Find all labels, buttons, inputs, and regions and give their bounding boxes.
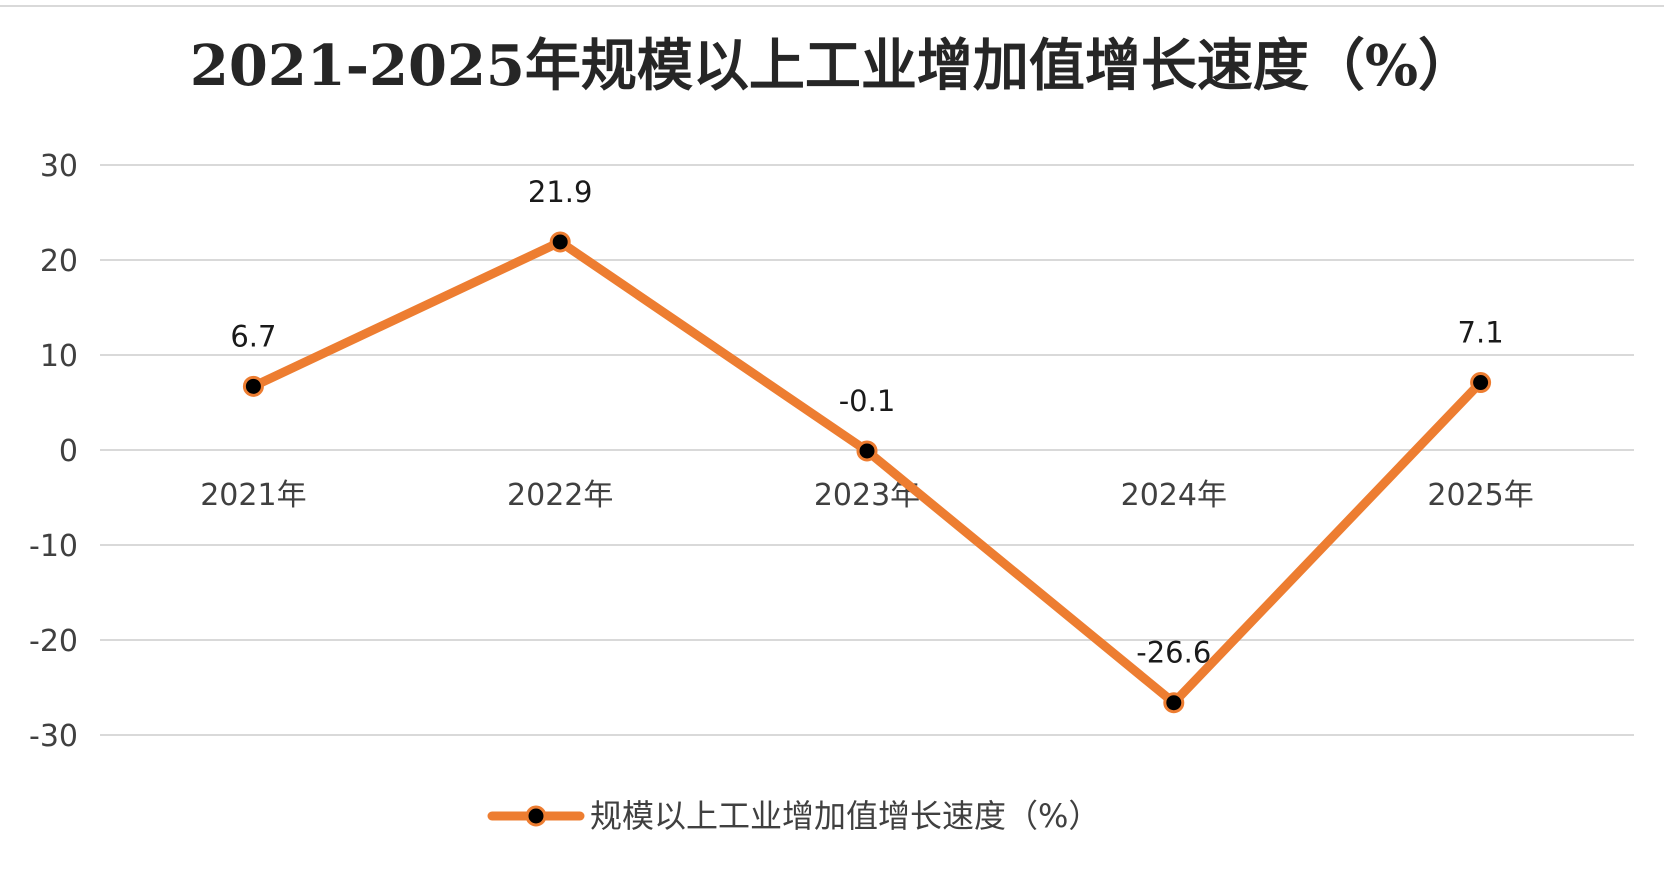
y-tick-label: -20 (29, 624, 78, 659)
x-category-label: 2022年 (507, 478, 613, 513)
data-label: 21.9 (528, 175, 593, 209)
series-line (248, 237, 1486, 708)
x-category-label: 2024年 (1121, 478, 1227, 513)
series-markers (242, 231, 1492, 714)
y-tick-label: 20 (40, 244, 78, 279)
data-point-marker (549, 231, 571, 253)
y-tick-label: -30 (29, 719, 78, 754)
data-label: 7.1 (1458, 316, 1504, 350)
y-tick-label: 30 (40, 149, 78, 184)
y-tick-label: 0 (59, 434, 78, 469)
y-axis-tick-labels: 30 20 10 0 -10 -20 -30 (29, 149, 78, 754)
x-category-label: 2025年 (1427, 478, 1533, 513)
chart-legend: 规模以上工业增加值增长速度（%） (487, 797, 1100, 835)
data-point-marker (242, 375, 264, 397)
data-label: -26.6 (1136, 636, 1211, 670)
legend-series-name: 规模以上工业增加值增长速度（%） (590, 797, 1100, 835)
y-tick-label: -10 (29, 529, 78, 564)
legend-swatch-marker (525, 805, 547, 827)
series-line-layer (248, 237, 1486, 708)
data-point-marker (1163, 692, 1185, 714)
data-label: -0.1 (839, 384, 896, 418)
data-label: 6.7 (230, 319, 276, 353)
data-labels: 6.7 21.9 -0.1 -26.6 7.1 (230, 175, 1503, 670)
x-category-label: 2021年 (200, 478, 306, 513)
data-point-marker (1470, 372, 1492, 394)
y-tick-label: 10 (40, 339, 78, 374)
data-point-marker (856, 440, 878, 462)
chart-title: 2021-2025年规模以上工业增加值增长速度（%） (190, 33, 1474, 99)
x-axis-category-labels: 2021年 2022年 2023年 2024年 2025年 (200, 478, 1534, 513)
